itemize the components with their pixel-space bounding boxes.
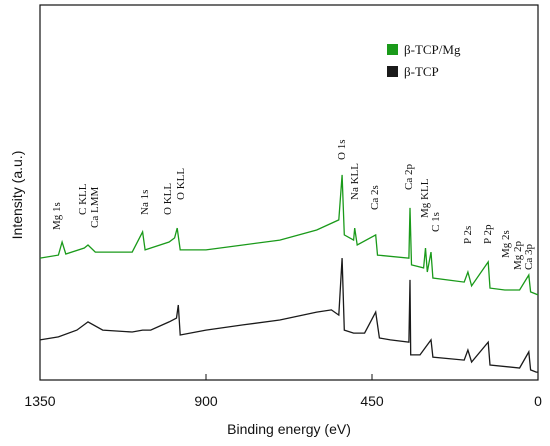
plot-frame [39,4,539,381]
x-axis-label: Binding energy (eV) [227,421,351,437]
peak-label: C 1s [430,212,442,232]
peak-label: O 1s [336,140,348,160]
x-tick-label: 1350 [24,393,55,409]
legend-swatch [387,66,398,77]
peak-label: Mg 1s [51,202,63,230]
x-tick-label: 0 [534,393,542,409]
peak-label: Na KLL [349,163,361,200]
x-tick-label: 900 [194,393,218,409]
peak-label: Na 1s [139,190,151,215]
y-axis-label: Intensity (a.u.) [9,151,25,240]
legend-swatch [387,44,398,55]
peak-label: C KLL [77,183,89,215]
spectrum-line [39,258,538,373]
peak-label: Ca 3p [523,244,535,270]
spectrum-line [39,174,539,296]
peak-label: O KLL [162,183,174,215]
peak-label: O KLL [175,168,187,200]
legend-label: β-TCP/Mg [404,42,461,57]
peak-label: Mg 2p [512,240,524,270]
legend-label: β-TCP [404,64,439,79]
peak-label: Ca LMM [89,187,101,228]
peak-label: P 2s [462,226,474,244]
peak-label: Ca 2p [403,164,415,190]
peak-label: Ca 2s [369,185,381,210]
x-tick-label: 450 [360,393,384,409]
peak-label: P 2p [482,224,494,244]
peak-label: Mg KLL [419,178,431,218]
peak-label: Mg 2s [500,230,512,258]
